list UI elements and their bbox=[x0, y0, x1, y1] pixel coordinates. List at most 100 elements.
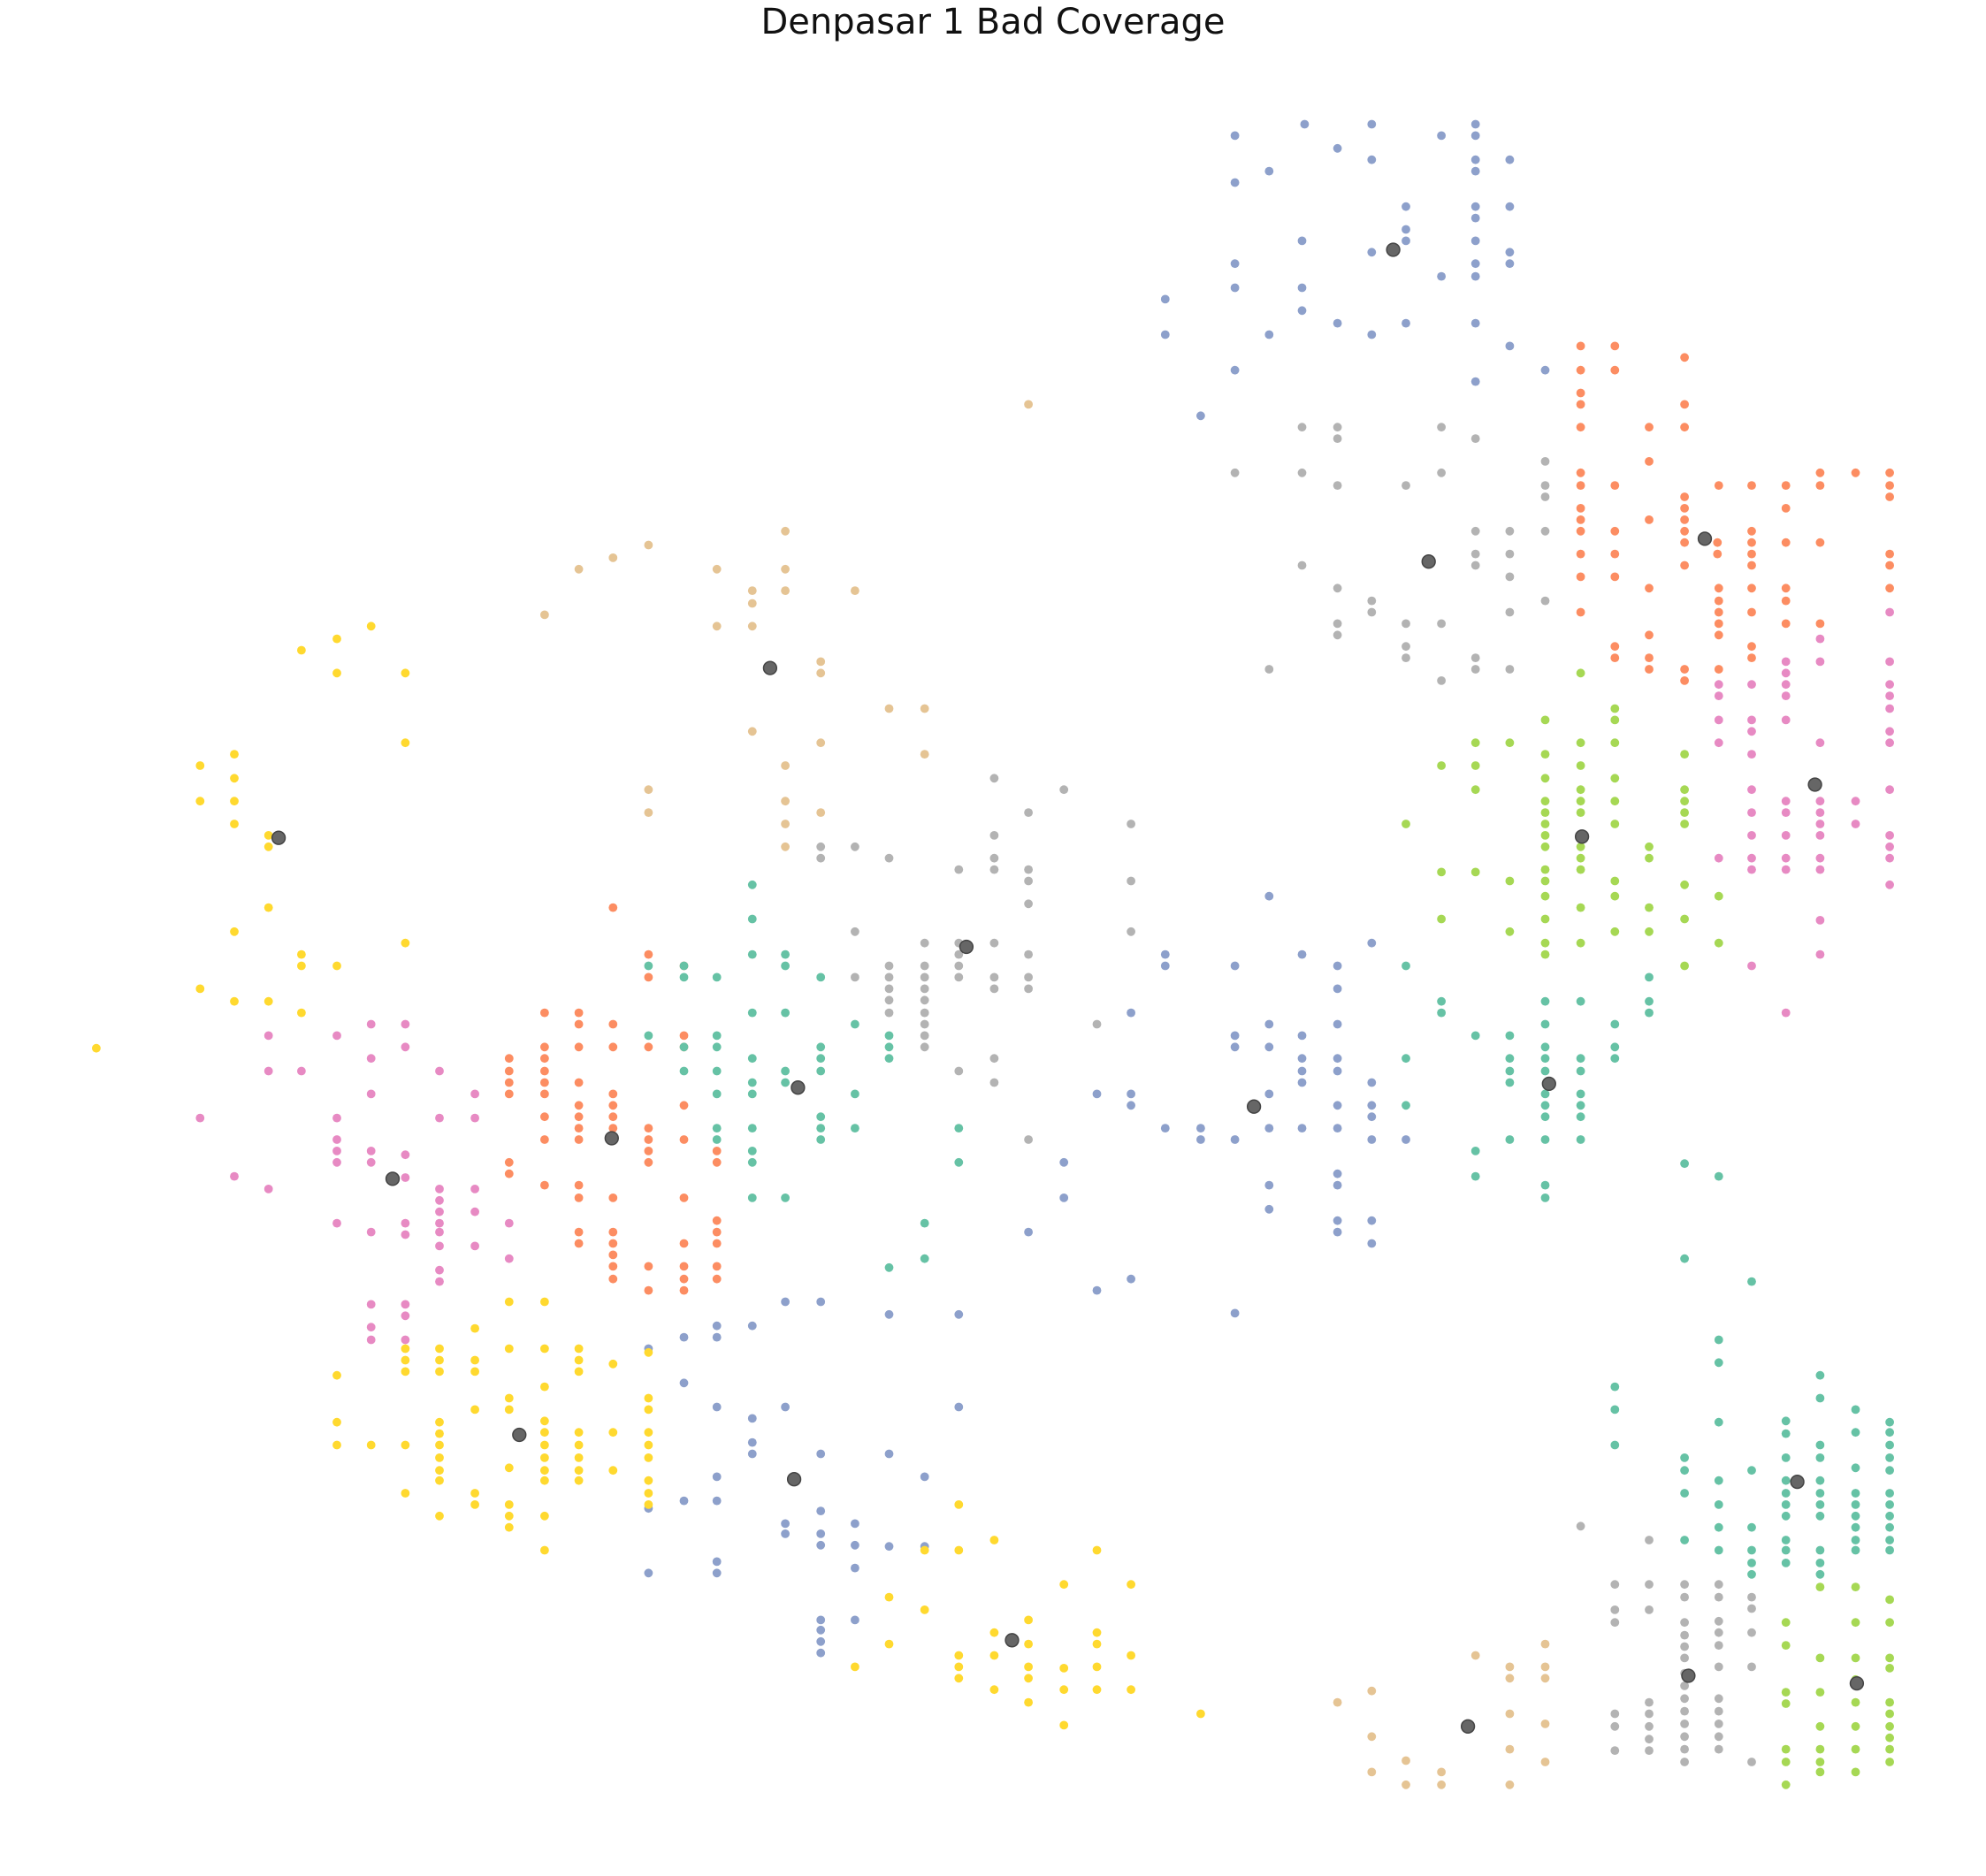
coverage-point bbox=[470, 1355, 479, 1365]
coverage-point bbox=[435, 1066, 444, 1076]
coverage-point bbox=[1747, 1592, 1756, 1602]
coverage-point bbox=[540, 1008, 549, 1018]
coverage-point bbox=[230, 996, 239, 1006]
coverage-point bbox=[1333, 619, 1342, 629]
coverage-point bbox=[1470, 202, 1480, 211]
coverage-point bbox=[1402, 820, 1410, 828]
coverage-point bbox=[1470, 377, 1480, 386]
coverage-point bbox=[1333, 318, 1342, 328]
coverage-point bbox=[644, 1489, 653, 1498]
coverage-point bbox=[470, 1241, 479, 1251]
site-center-point bbox=[1681, 1668, 1696, 1683]
coverage-point bbox=[1470, 561, 1480, 570]
coverage-point bbox=[1437, 131, 1446, 141]
coverage-point bbox=[884, 961, 894, 971]
coverage-point bbox=[574, 1019, 584, 1029]
coverage-point bbox=[1059, 1157, 1069, 1167]
coverage-point bbox=[1402, 225, 1410, 234]
coverage-point bbox=[1815, 538, 1825, 547]
coverage-point bbox=[1576, 1112, 1585, 1122]
coverage-point bbox=[1505, 248, 1515, 257]
coverage-point bbox=[1815, 1559, 1825, 1567]
coverage-point bbox=[1092, 1639, 1102, 1649]
coverage-point bbox=[1576, 668, 1585, 678]
coverage-point bbox=[1645, 1008, 1654, 1018]
coverage-point bbox=[1576, 365, 1585, 375]
coverage-point bbox=[574, 1453, 584, 1462]
coverage-point bbox=[1781, 619, 1791, 629]
coverage-point bbox=[989, 1651, 999, 1660]
coverage-point bbox=[712, 622, 722, 631]
coverage-point bbox=[1747, 831, 1756, 840]
coverage-point bbox=[644, 1031, 653, 1041]
coverage-point bbox=[1367, 1216, 1377, 1225]
coverage-point bbox=[1851, 1511, 1860, 1521]
coverage-point bbox=[1576, 400, 1585, 409]
coverage-point bbox=[1851, 1545, 1860, 1555]
coverage-point bbox=[644, 1135, 653, 1144]
coverage-point bbox=[1505, 202, 1515, 211]
coverage-point bbox=[504, 1463, 514, 1473]
coverage-point bbox=[332, 1135, 341, 1144]
coverage-point bbox=[1851, 1500, 1860, 1509]
coverage-point bbox=[1402, 619, 1410, 629]
coverage-point bbox=[1885, 492, 1895, 501]
coverage-point bbox=[1333, 583, 1342, 593]
coverage-point bbox=[1092, 1628, 1102, 1637]
coverage-point bbox=[1714, 1706, 1723, 1716]
coverage-point bbox=[1714, 1641, 1723, 1650]
coverage-point bbox=[1714, 1720, 1723, 1728]
coverage-point bbox=[747, 1124, 757, 1132]
coverage-point bbox=[540, 1066, 549, 1076]
coverage-point bbox=[1230, 1308, 1240, 1318]
coverage-point bbox=[574, 1355, 584, 1365]
coverage-point bbox=[297, 645, 306, 655]
coverage-point bbox=[1885, 657, 1895, 667]
coverage-point bbox=[435, 1511, 444, 1521]
coverage-point bbox=[954, 1545, 964, 1555]
coverage-point bbox=[1747, 961, 1756, 971]
coverage-point bbox=[644, 1500, 653, 1509]
coverage-point bbox=[712, 1042, 722, 1052]
coverage-point bbox=[884, 1592, 894, 1602]
coverage-point bbox=[1333, 984, 1342, 994]
coverage-point bbox=[1024, 400, 1033, 409]
coverage-point bbox=[1092, 1285, 1102, 1295]
coverage-point bbox=[1815, 916, 1825, 925]
coverage-point bbox=[366, 1089, 376, 1099]
coverage-point bbox=[816, 1506, 826, 1515]
coverage-point bbox=[1781, 1641, 1791, 1650]
coverage-point bbox=[574, 1135, 584, 1144]
coverage-point bbox=[1505, 1078, 1515, 1087]
coverage-point bbox=[1092, 1685, 1102, 1695]
coverage-point bbox=[1714, 607, 1723, 617]
coverage-point bbox=[1333, 1124, 1342, 1132]
coverage-point bbox=[1781, 657, 1791, 667]
site-centers bbox=[271, 242, 1865, 1734]
coverage-point bbox=[401, 1218, 410, 1228]
coverage-point bbox=[540, 1545, 549, 1555]
coverage-point bbox=[1815, 468, 1825, 477]
coverage-point bbox=[816, 972, 826, 982]
coverage-point bbox=[1714, 1592, 1723, 1602]
coverage-point bbox=[264, 842, 273, 851]
coverage-point bbox=[920, 1605, 929, 1614]
coverage-point bbox=[712, 1239, 722, 1248]
coverage-point bbox=[816, 1042, 826, 1052]
coverage-point bbox=[1297, 949, 1307, 959]
coverage-point bbox=[1127, 1651, 1135, 1660]
coverage-point bbox=[1505, 876, 1515, 886]
coverage-point bbox=[1160, 961, 1170, 971]
coverage-point bbox=[1714, 853, 1723, 863]
coverage-point bbox=[332, 1031, 341, 1041]
coverage-point bbox=[1714, 1500, 1723, 1509]
coverage-point bbox=[1781, 865, 1791, 874]
coverage-point bbox=[1540, 365, 1550, 375]
coverage-point bbox=[1815, 1545, 1825, 1555]
coverage-point bbox=[401, 1173, 410, 1182]
coverage-point bbox=[1645, 1721, 1654, 1731]
coverage-point bbox=[366, 1300, 376, 1309]
coverage-point bbox=[1470, 785, 1480, 795]
coverage-point bbox=[1505, 607, 1515, 617]
coverage-point bbox=[401, 1344, 410, 1354]
